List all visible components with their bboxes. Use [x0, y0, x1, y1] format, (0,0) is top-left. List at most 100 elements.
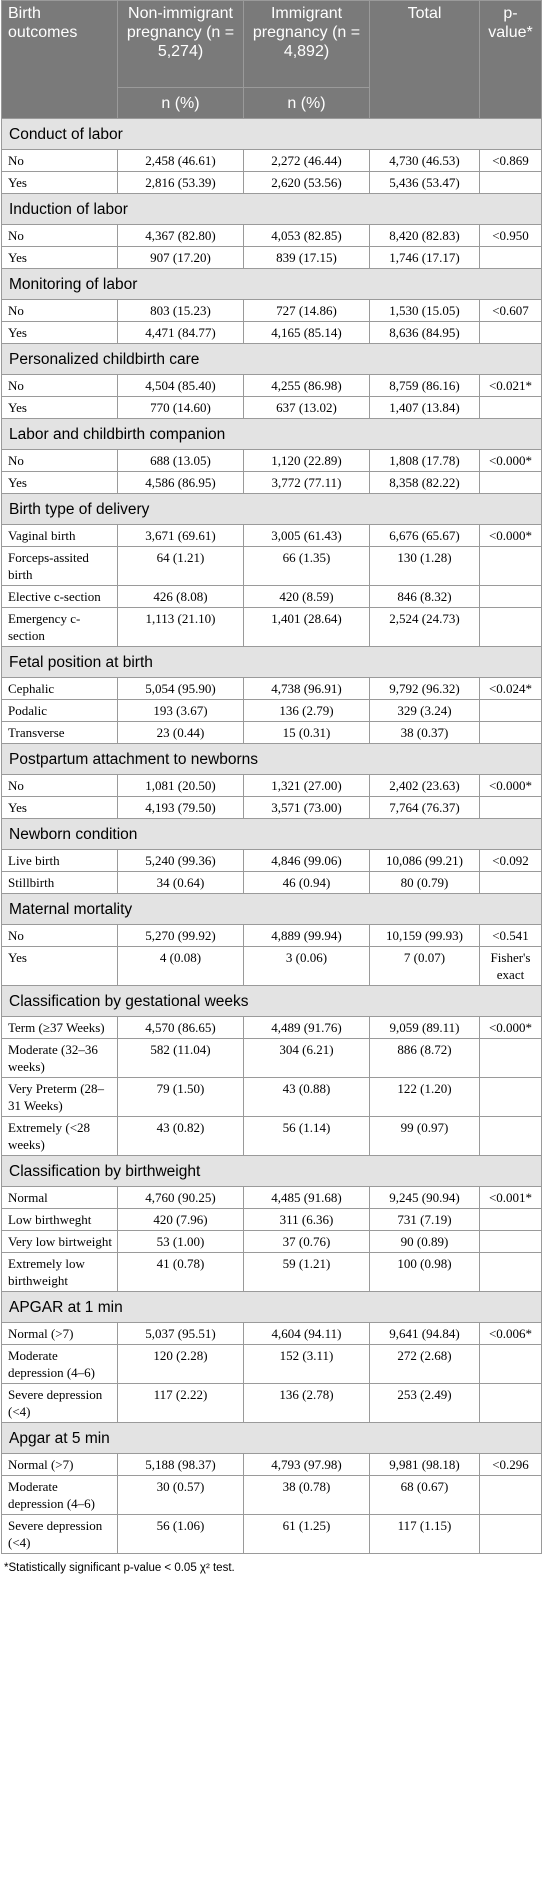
cell-immigrant: 38 (0.78): [243, 1475, 370, 1515]
cell-immigrant: 1,401 (28.64): [243, 607, 370, 647]
cell-non-immigrant: 2,816 (53.39): [117, 171, 244, 194]
cell-total: 122 (1.20): [369, 1077, 480, 1117]
cell-total: 117 (1.15): [369, 1514, 480, 1554]
row-label: No: [1, 149, 118, 172]
table-row: Yes 4,471 (84.77) 4,165 (85.14) 8,636 (84.9…: [1, 321, 542, 344]
cell-p-value: [479, 171, 542, 194]
row-label: Yes: [1, 246, 118, 269]
cell-immigrant: 66 (1.35): [243, 546, 370, 586]
row-label: Yes: [1, 946, 118, 986]
cell-non-immigrant: 3,671 (69.61): [117, 524, 244, 547]
cell-non-immigrant: 4,586 (86.95): [117, 471, 244, 494]
table-body: Conduct of labor No 2,458 (46.61) 2,272 (46…: [1, 118, 542, 1554]
row-label: Extremely low birthweight: [1, 1252, 118, 1292]
cell-non-immigrant: 34 (0.64): [117, 871, 244, 894]
cell-total: 9,792 (96.32): [369, 677, 480, 700]
table-row: No 688 (13.05) 1,120 (22.89) 1,808 (17.78) <…: [1, 449, 542, 472]
section-header-row: Apgar at 5 min: [1, 1422, 542, 1454]
cell-non-immigrant: 5,037 (95.51): [117, 1322, 244, 1345]
row-label: Elective c-section: [1, 585, 118, 608]
row-label: Yes: [1, 171, 118, 194]
row-label: No: [1, 224, 118, 247]
header-n-percent-immigrant: n (%): [243, 87, 370, 119]
cell-total: 8,636 (84.95): [369, 321, 480, 344]
cell-non-immigrant: 4,193 (79.50): [117, 796, 244, 819]
table-row: Yes 4,193 (79.50) 3,571 (73.00) 7,764 (76.3…: [1, 796, 542, 819]
cell-immigrant: 3,772 (77.11): [243, 471, 370, 494]
cell-immigrant: 3,571 (73.00): [243, 796, 370, 819]
section-title: Classification by birthweight: [1, 1155, 542, 1187]
cell-total: 99 (0.97): [369, 1116, 480, 1156]
table-row: Very low birtweight 53 (1.00) 37 (0.76) 90 …: [1, 1230, 542, 1253]
row-label: Normal (>7): [1, 1453, 118, 1476]
cell-p-value: Fisher's exact: [479, 946, 542, 986]
cell-immigrant: 304 (6.21): [243, 1038, 370, 1078]
row-label: Yes: [1, 396, 118, 419]
cell-immigrant: 4,255 (86.98): [243, 374, 370, 397]
cell-non-immigrant: 582 (11.04): [117, 1038, 244, 1078]
row-label: Moderate depression (4–6): [1, 1475, 118, 1515]
cell-non-immigrant: 117 (2.22): [117, 1383, 244, 1423]
cell-non-immigrant: 23 (0.44): [117, 721, 244, 744]
cell-immigrant: 4,485 (91.68): [243, 1186, 370, 1209]
cell-p-value: <0.296: [479, 1453, 542, 1476]
table-container: Birth outcomes Non-immigrant pregnancy (…: [1, 0, 542, 1574]
cell-non-immigrant: 193 (3.67): [117, 699, 244, 722]
section-header-row: APGAR at 1 min: [1, 1291, 542, 1323]
section-title: Maternal mortality: [1, 893, 542, 925]
cell-immigrant: 4,053 (82.85): [243, 224, 370, 247]
cell-non-immigrant: 688 (13.05): [117, 449, 244, 472]
cell-p-value: [479, 607, 542, 647]
cell-total: 1,746 (17.17): [369, 246, 480, 269]
cell-p-value: <0.000*: [479, 1016, 542, 1039]
cell-p-value: [479, 546, 542, 586]
table-header: Birth outcomes Non-immigrant pregnancy (…: [1, 0, 542, 119]
row-label: No: [1, 924, 118, 947]
cell-total: 68 (0.67): [369, 1475, 480, 1515]
cell-immigrant: 4,793 (97.98): [243, 1453, 370, 1476]
cell-total: 2,402 (23.63): [369, 774, 480, 797]
cell-total: 8,420 (82.83): [369, 224, 480, 247]
cell-non-immigrant: 4 (0.08): [117, 946, 244, 986]
section-title: Labor and childbirth companion: [1, 418, 542, 450]
cell-immigrant: 136 (2.79): [243, 699, 370, 722]
cell-total: 10,086 (99.21): [369, 849, 480, 872]
footnote: *Statistically significant p-value < 0.0…: [4, 1562, 235, 1574]
table-row: Term (≥37 Weeks) 4,570 (86.65) 4,489 (91.7…: [1, 1016, 542, 1039]
cell-immigrant: 15 (0.31): [243, 721, 370, 744]
cell-p-value: [479, 1077, 542, 1117]
table-row: No 5,270 (99.92) 4,889 (99.94) 10,159 (99.9…: [1, 924, 542, 947]
cell-total: 9,641 (94.84): [369, 1322, 480, 1345]
cell-immigrant: 152 (3.11): [243, 1344, 370, 1384]
cell-non-immigrant: 4,504 (85.40): [117, 374, 244, 397]
header-birth-outcomes: Birth outcomes: [1, 0, 118, 119]
cell-immigrant: 2,620 (53.56): [243, 171, 370, 194]
section-header-row: Conduct of labor: [1, 118, 542, 150]
cell-p-value: <0.541: [479, 924, 542, 947]
cell-total: 731 (7.19): [369, 1208, 480, 1231]
table-row: Moderate (32–36 weeks) 582 (11.04) 304 (6.…: [1, 1038, 542, 1078]
section-title: Monitoring of labor: [1, 268, 542, 300]
cell-total: 1,530 (15.05): [369, 299, 480, 322]
table-row: Normal 4,760 (90.25) 4,485 (91.68) 9,245 (9…: [1, 1186, 542, 1209]
cell-immigrant: 3,005 (61.43): [243, 524, 370, 547]
header-n-percent-non-immigrant: n (%): [117, 87, 244, 119]
cell-non-immigrant: 1,113 (21.10): [117, 607, 244, 647]
table-row: Very Preterm (28–31 Weeks) 79 (1.50) 43 (0…: [1, 1077, 542, 1117]
table-row: No 2,458 (46.61) 2,272 (46.44) 4,730 (46.53…: [1, 149, 542, 172]
table-row: Elective c-section 426 (8.08) 420 (8.59) 84…: [1, 585, 542, 608]
row-label: Normal (>7): [1, 1322, 118, 1345]
section-title: Induction of labor: [1, 193, 542, 225]
cell-immigrant: 2,272 (46.44): [243, 149, 370, 172]
cell-non-immigrant: 2,458 (46.61): [117, 149, 244, 172]
cell-non-immigrant: 1,081 (20.50): [117, 774, 244, 797]
section-header-row: Postpartum attachment to newborns: [1, 743, 542, 775]
cell-total: 9,981 (98.18): [369, 1453, 480, 1476]
section-title: Classification by gestational weeks: [1, 985, 542, 1017]
cell-p-value: [479, 471, 542, 494]
cell-p-value: <0.092: [479, 849, 542, 872]
cell-total: 5,436 (53.47): [369, 171, 480, 194]
cell-total: 2,524 (24.73): [369, 607, 480, 647]
cell-immigrant: 136 (2.78): [243, 1383, 370, 1423]
cell-immigrant: 839 (17.15): [243, 246, 370, 269]
